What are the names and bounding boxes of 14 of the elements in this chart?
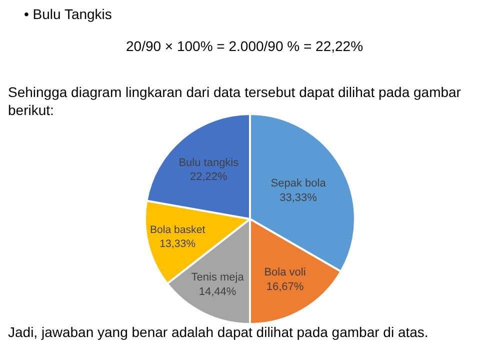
data-label: 22,22% — [190, 171, 228, 184]
text: Jadi, jawaban yang benar adalah dapat dilihat pada gambar di atas. — [8, 324, 428, 340]
data-label: 16,67% — [266, 280, 304, 293]
data-label: 13,33% — [160, 238, 196, 250]
slice-label: Bola basket — [150, 224, 206, 236]
slice-label: Tenis meja — [191, 271, 245, 284]
text: • Bulu Tangkis — [24, 6, 112, 22]
data-label: 33,33% — [280, 192, 318, 204]
slice-label: Bola voli — [264, 266, 306, 278]
text: 20/90 × 100% = 2.000/90 % = 22,22% — [126, 38, 364, 54]
slice-label: Bulu tangkis — [178, 156, 240, 169]
text: Sehingga diagram lingkaran dari data tersebut dapat dilihat pada gambar berikut: — [8, 84, 462, 118]
slice-label: Sepak bola — [270, 178, 327, 190]
data-label: 14,44% — [198, 286, 236, 298]
